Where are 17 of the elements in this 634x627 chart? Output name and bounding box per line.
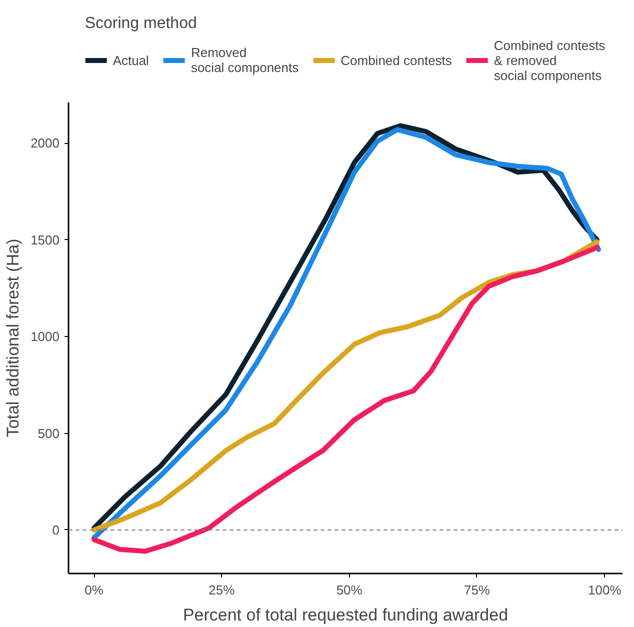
legend-label: Actual <box>112 52 149 68</box>
y-tick-label: 0 <box>52 522 60 538</box>
x-tick-label: 100% <box>588 582 622 598</box>
y-tick-label: 2000 <box>30 136 60 151</box>
y-axis-title: Total additional forest (Ha) <box>4 238 23 438</box>
y-tick-label: 500 <box>38 426 60 441</box>
x-tick-label: 75% <box>464 582 490 598</box>
legend-label: Removed social components <box>190 45 299 75</box>
legend-label: Combined contests <box>340 52 452 68</box>
x-tick-label: 0% <box>84 582 104 598</box>
legend-label: Combined contests & removed social components <box>494 38 606 82</box>
y-tick-label: 1000 <box>30 329 60 344</box>
legend-title: Scoring method <box>84 14 198 32</box>
x-tick-label: 50% <box>336 582 363 598</box>
x-axis-title: Percent of total requested funding awarded <box>182 606 508 624</box>
x-tick-label: 25% <box>208 582 236 598</box>
y-tick-label: 1500 <box>30 232 60 248</box>
